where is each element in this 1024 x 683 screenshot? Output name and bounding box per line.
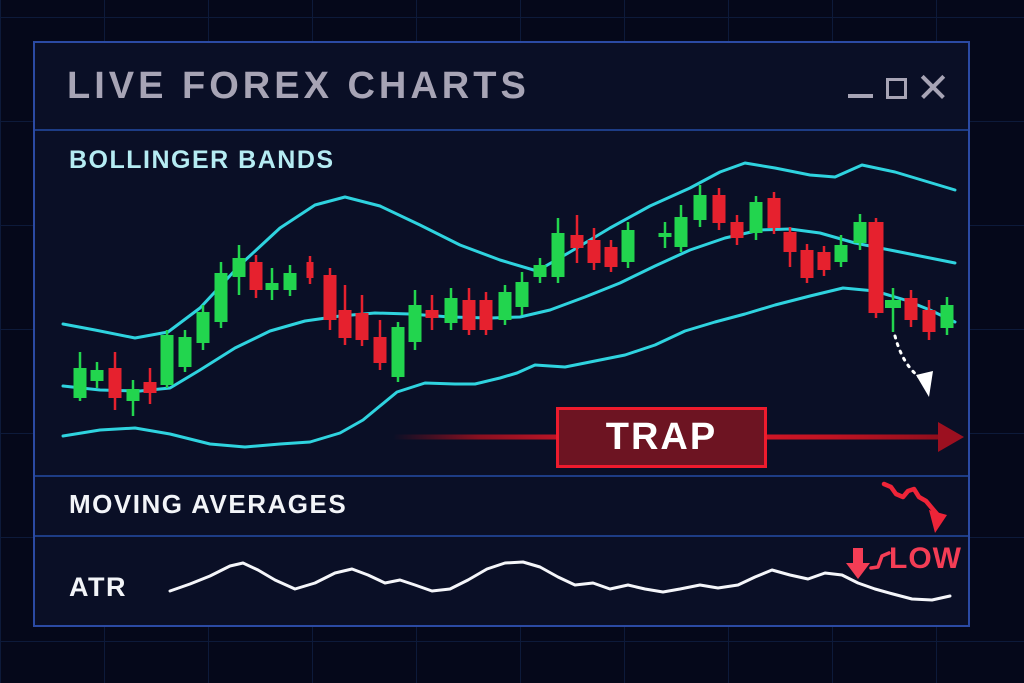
low-annotation-text: LOW [889,542,962,575]
maximize-icon[interactable] [886,78,907,99]
window-controls [848,69,946,99]
titlebar-divider [35,129,968,131]
trap-annotation-text: TRAP [605,416,718,458]
ma-atr-divider [35,535,968,537]
close-icon[interactable] [920,73,946,99]
trap-annotation-box: TRAP [556,407,767,468]
bollinger-ma-divider [35,475,968,477]
atr-section-label: ATR [69,572,127,602]
window-title: LIVE FOREX CHARTS [67,65,530,107]
moving-averages-section-label: MOVING AVERAGES [69,489,348,519]
forex-app-window: LIVE FOREX CHARTS BOLLINGER BANDS MOVING… [33,41,970,627]
bollinger-section-label: BOLLINGER BANDS [69,146,335,174]
minimize-icon[interactable] [848,94,873,98]
